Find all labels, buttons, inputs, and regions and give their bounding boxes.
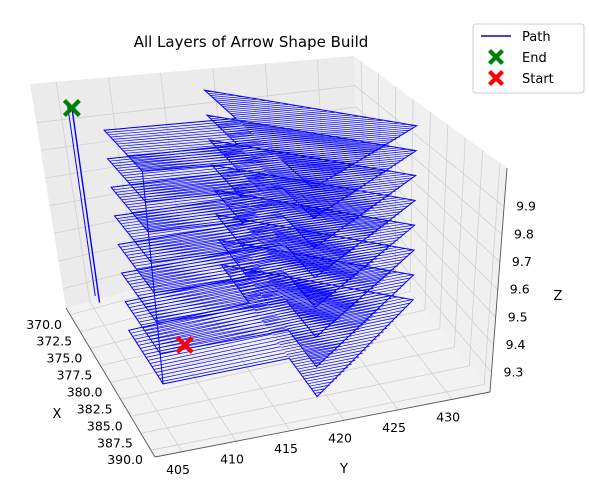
layer-travel (86, 240, 92, 269)
x-grid-line (150, 162, 501, 451)
layer-travel (159, 353, 164, 384)
layer-travel (70, 130, 76, 159)
z-tick-label: 9.3 (504, 365, 524, 380)
layer-outline (117, 189, 416, 308)
y-tick-label: 425 (382, 420, 406, 435)
x-tick-label: 377.5 (57, 368, 93, 383)
x-tick-label: 387.5 (97, 435, 133, 450)
z-grid-line (40, 106, 503, 235)
z-grid-line (36, 85, 505, 208)
y-tick-label: 405 (166, 462, 190, 477)
x-tick-label: 382.5 (77, 401, 113, 416)
z-tick-label: 9.5 (508, 309, 528, 324)
y-axis-label: Y (339, 462, 348, 477)
x-grid-line (110, 111, 431, 383)
layer-outline (113, 164, 417, 279)
chart-title: All Layers of Arrow Shape Build (134, 33, 369, 51)
layer-travel (144, 201, 149, 233)
z-tick-label: 9.4 (506, 337, 526, 352)
path-layer (66, 102, 418, 219)
x-grid-line (140, 150, 484, 434)
y-tick-label: 430 (436, 409, 460, 424)
layer-travel (150, 262, 155, 293)
y-grid-line (55, 81, 183, 453)
z-tick-label: 9.7 (512, 254, 532, 269)
path-layer (103, 89, 419, 189)
legend-start-marker (488, 70, 504, 86)
legend-path-label: Path (522, 30, 551, 45)
layer-outline (103, 89, 419, 189)
x-tick-label: 372.5 (36, 334, 72, 349)
layer-travel (147, 231, 152, 263)
z-axis-label: Z (554, 289, 563, 304)
end-marker (62, 99, 81, 117)
y-axis-line (154, 391, 491, 458)
layer-travel (90, 268, 96, 296)
x-grid-line (130, 137, 466, 417)
layer-travel (82, 213, 88, 241)
z-grid-line (49, 148, 499, 290)
end-drop-line (71, 107, 101, 303)
z-tick-label: 9.6 (510, 282, 530, 297)
layer-travel (78, 185, 84, 214)
x-tick-label: 375.0 (47, 351, 83, 366)
legend-end-marker (488, 49, 504, 65)
z-tick-label: 9.9 (516, 199, 536, 214)
z-tick-label: 9.8 (514, 226, 534, 241)
layer-outline (120, 214, 416, 338)
legend-start-label: Start (522, 72, 554, 87)
z-axis-line (489, 167, 508, 393)
x-tick-label: 380.0 (67, 385, 103, 400)
layer-travel (141, 171, 146, 202)
start-marker (175, 335, 194, 354)
layer-travel (156, 323, 161, 354)
x-axis-line (65, 307, 156, 458)
x-grid-line (100, 99, 414, 366)
layer-travel (74, 157, 80, 186)
layer-travel (153, 292, 158, 324)
x-tick-label: 370.0 (26, 317, 62, 332)
layer-travel (66, 102, 72, 131)
path-layer (82, 213, 416, 338)
x-grid-line (80, 73, 382, 333)
axis-lines (65, 167, 508, 458)
y-grid-line (108, 77, 237, 442)
y-tick-label: 420 (328, 430, 352, 445)
legend-end-label: End (522, 51, 547, 66)
x-tick-label: 390.0 (107, 452, 143, 467)
point-markers (62, 99, 194, 354)
y-tick-label: 415 (274, 441, 298, 456)
x-tick-label: 385.0 (87, 418, 123, 433)
y-grid-line (160, 72, 291, 432)
layer-outline (106, 114, 418, 219)
z-grid-line (62, 212, 492, 373)
legend: Path End Start (472, 23, 585, 94)
x-axis-label: X (53, 407, 62, 422)
x-grid-line (120, 124, 449, 400)
layer-outline (110, 139, 417, 249)
y-tick-label: 410 (220, 451, 244, 466)
